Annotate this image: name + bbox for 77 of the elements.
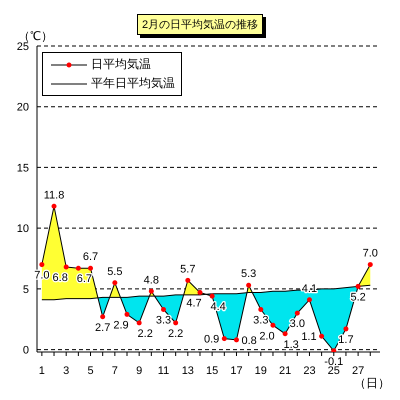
x-tick-label: 23 xyxy=(303,364,316,377)
point xyxy=(331,348,336,352)
point xyxy=(258,307,264,312)
data-label: 3.0 xyxy=(290,318,305,330)
point xyxy=(185,278,190,283)
point xyxy=(148,288,154,294)
data-label: 2.0 xyxy=(259,330,275,342)
data-label: 7.0 xyxy=(362,248,378,260)
y-axis-title: （℃） xyxy=(18,28,53,43)
point xyxy=(270,322,276,328)
y-tick-label: 0 xyxy=(22,344,29,356)
y-tick-label: 20 xyxy=(16,102,29,114)
data-label: 2.2 xyxy=(168,328,184,340)
legend-label: 平年日平均気温 xyxy=(91,75,175,92)
data-label: 0.9 xyxy=(204,334,220,346)
x-tick-label: 9 xyxy=(136,364,142,377)
x-tick-label: 7 xyxy=(112,364,118,377)
point xyxy=(234,337,239,342)
chart-title: 2月の日平均気温の推移 xyxy=(136,14,264,35)
data-label: 1.3 xyxy=(283,338,299,351)
x-tick-label: 1 xyxy=(38,364,45,377)
point xyxy=(368,262,373,268)
x-tick-label: 15 xyxy=(206,364,218,377)
x-tick-label: 25 xyxy=(328,364,340,377)
data-label: 6.7 xyxy=(76,273,92,286)
data-label: 4.7 xyxy=(186,298,202,310)
data-label: 0.8 xyxy=(241,334,257,347)
point xyxy=(294,310,300,316)
data-label: 2.7 xyxy=(95,322,110,334)
x-tick-label: 13 xyxy=(182,364,194,377)
x-tick-label: 11 xyxy=(158,364,170,377)
x-tick-label: 3 xyxy=(63,364,70,377)
point xyxy=(246,282,252,288)
data-label: 3.3 xyxy=(156,314,172,326)
data-label: 5.7 xyxy=(180,263,196,276)
point xyxy=(52,204,57,209)
data-label: 3.3 xyxy=(253,314,268,326)
point xyxy=(136,320,142,326)
y-tick-label: 25 xyxy=(16,40,29,53)
data-label: 11.8 xyxy=(44,189,64,202)
data-label: 4.1 xyxy=(302,282,318,295)
point xyxy=(112,280,118,286)
data-label: 4.8 xyxy=(144,274,159,286)
point xyxy=(343,326,348,332)
data-label: 6.7 xyxy=(82,251,98,264)
data-label: 5.5 xyxy=(107,266,122,278)
point xyxy=(39,262,44,268)
point xyxy=(64,264,69,270)
x-tick-label: 17 xyxy=(230,364,243,377)
point xyxy=(210,294,215,299)
data-label: 6.8 xyxy=(52,272,68,284)
x-tick-label: 27 xyxy=(352,364,364,377)
legend-label: 日平均気温 xyxy=(91,56,151,73)
point xyxy=(173,320,178,326)
data-label: 2.9 xyxy=(113,319,129,332)
x-axis-title: （日） xyxy=(354,375,390,392)
x-tick-label: 19 xyxy=(254,364,267,377)
y-tick-label: 5 xyxy=(22,284,29,296)
point xyxy=(222,336,227,342)
data-label: 1.7 xyxy=(338,334,354,346)
point xyxy=(88,266,94,271)
y-tick-label: 15 xyxy=(16,162,29,174)
data-label: 2.2 xyxy=(138,328,153,340)
point xyxy=(319,334,324,339)
point xyxy=(124,312,130,317)
x-tick-label: 21 xyxy=(279,364,292,377)
data-label: 1.1 xyxy=(301,331,317,344)
x-tick-label: 5 xyxy=(87,364,94,377)
point xyxy=(282,331,288,336)
point xyxy=(100,314,106,320)
point xyxy=(306,297,312,302)
point xyxy=(76,266,81,271)
point xyxy=(160,307,166,312)
data-label: 5.3 xyxy=(240,268,256,280)
point xyxy=(197,290,202,295)
point xyxy=(356,284,361,289)
y-tick-label: 10 xyxy=(16,223,29,236)
